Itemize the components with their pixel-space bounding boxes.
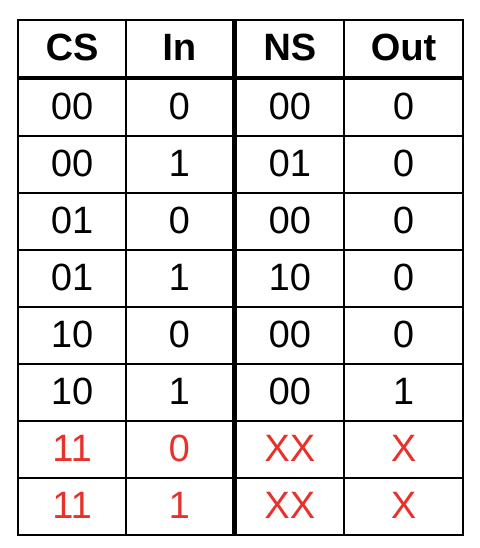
cell-current-state: 00 bbox=[17, 135, 127, 194]
cell-output: 1 bbox=[343, 363, 464, 422]
cell-input: 1 bbox=[125, 363, 235, 422]
cell-output: 0 bbox=[343, 306, 464, 365]
cell-input: 1 bbox=[125, 477, 235, 536]
cell-next-state: 01 bbox=[231, 135, 345, 194]
cell-next-state: 00 bbox=[231, 306, 345, 365]
cell-current-state: 10 bbox=[17, 306, 127, 365]
cell-input: 0 bbox=[125, 306, 235, 365]
table-header-row: CS In NS Out bbox=[17, 19, 464, 80]
table-row: 00 1 01 0 bbox=[17, 135, 464, 194]
table-row: 00 0 00 0 bbox=[17, 77, 464, 137]
header-input: In bbox=[125, 19, 235, 80]
cell-next-state: 00 bbox=[231, 363, 345, 422]
table-row: 10 1 00 1 bbox=[17, 363, 464, 422]
header-output: Out bbox=[343, 19, 464, 80]
cell-output: 0 bbox=[343, 249, 464, 308]
header-next-state: NS bbox=[231, 19, 345, 80]
cell-input: 1 bbox=[125, 249, 235, 308]
cell-output: 0 bbox=[343, 192, 464, 251]
header-current-state: CS bbox=[17, 19, 127, 80]
cell-input: 0 bbox=[125, 420, 235, 479]
table-row-dont-care: 11 1 XX X bbox=[17, 477, 464, 536]
cell-output: 0 bbox=[343, 135, 464, 194]
cell-current-state: 01 bbox=[17, 192, 127, 251]
cell-input: 0 bbox=[125, 192, 235, 251]
cell-output: 0 bbox=[343, 77, 464, 137]
cell-next-state: XX bbox=[231, 477, 345, 536]
cell-current-state: 11 bbox=[17, 477, 127, 536]
cell-output: X bbox=[343, 477, 464, 536]
table-row: 01 1 10 0 bbox=[17, 249, 464, 308]
cell-current-state: 10 bbox=[17, 363, 127, 422]
table-row: 01 0 00 0 bbox=[17, 192, 464, 251]
state-transition-table: CS In NS Out 00 0 00 0 00 1 01 0 01 0 00… bbox=[17, 19, 464, 536]
cell-current-state: 00 bbox=[17, 77, 127, 137]
cell-next-state: 00 bbox=[231, 192, 345, 251]
cell-current-state: 01 bbox=[17, 249, 127, 308]
table-row-dont-care: 11 0 XX X bbox=[17, 420, 464, 479]
table-row: 10 0 00 0 bbox=[17, 306, 464, 365]
cell-next-state: 10 bbox=[231, 249, 345, 308]
cell-next-state: 00 bbox=[231, 77, 345, 137]
cell-output: X bbox=[343, 420, 464, 479]
cell-input: 0 bbox=[125, 77, 235, 137]
cell-current-state: 11 bbox=[17, 420, 127, 479]
cell-input: 1 bbox=[125, 135, 235, 194]
cell-next-state: XX bbox=[231, 420, 345, 479]
